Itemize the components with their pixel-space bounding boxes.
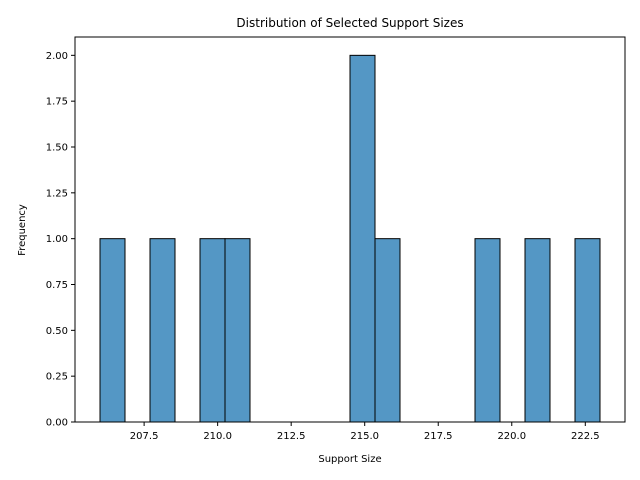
x-axis-label: Support Size [318, 454, 381, 465]
histogram-bar [374, 238, 401, 423]
x-tick-label: 207.5 [130, 431, 159, 442]
chart-title: Distribution of Selected Support Sizes [236, 16, 463, 30]
histogram-bar [149, 238, 176, 423]
y-axis-label: Frequency [17, 204, 28, 256]
y-tick-label: 0.00 [46, 418, 68, 429]
histogram-bar [349, 54, 376, 423]
histogram-bar [99, 238, 126, 423]
y-tick-label: 0.75 [46, 280, 68, 291]
x-tick-label: 220.0 [497, 431, 526, 442]
y-axis-ticks: 0.00 0.25 0.50 0.75 1.00 1.25 1.50 1.75 2.00 [46, 51, 75, 429]
histogram-bar [224, 238, 251, 423]
plot-frame [74, 36, 626, 423]
x-tick-label: 212.5 [277, 431, 306, 442]
x-tick-label: 210.0 [203, 431, 232, 442]
y-tick-label: 1.00 [46, 234, 68, 245]
y-tick-label: 2.00 [46, 51, 68, 62]
bars-group [99, 54, 601, 423]
histogram-bar [524, 238, 551, 423]
histogram-bar [199, 238, 226, 423]
x-tick-label: 217.5 [424, 431, 453, 442]
y-tick-label: 0.25 [46, 372, 68, 383]
y-tick-label: 1.50 [46, 143, 68, 154]
x-tick-label: 215.0 [350, 431, 379, 442]
y-tick-label: 0.50 [46, 326, 68, 337]
x-tick-label: 222.5 [571, 431, 600, 442]
y-tick-label: 1.75 [46, 97, 68, 108]
histogram-bar [574, 238, 601, 423]
x-axis-ticks: 207.5 210.0 212.5 215.0 217.5 220.0 222.5 [130, 422, 600, 442]
y-tick-label: 1.25 [46, 188, 68, 199]
histogram-bar [474, 238, 501, 423]
